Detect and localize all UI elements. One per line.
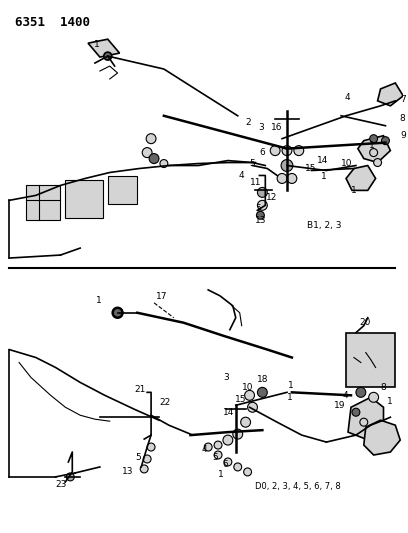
Text: 21: 21 <box>134 385 146 394</box>
Text: 20: 20 <box>359 318 370 327</box>
Circle shape <box>142 148 152 158</box>
Text: 8: 8 <box>381 383 386 392</box>
Text: 13: 13 <box>122 467 133 477</box>
Polygon shape <box>348 397 384 439</box>
Text: 19: 19 <box>334 401 346 410</box>
Text: 4: 4 <box>239 171 244 180</box>
Circle shape <box>282 146 292 156</box>
Bar <box>108 176 137 204</box>
Circle shape <box>257 188 267 197</box>
Circle shape <box>233 429 243 439</box>
Text: 6: 6 <box>222 461 228 470</box>
Text: 3: 3 <box>223 373 229 382</box>
Text: 2: 2 <box>246 118 251 127</box>
Circle shape <box>287 173 297 183</box>
Circle shape <box>223 435 233 445</box>
Circle shape <box>244 468 251 476</box>
Circle shape <box>204 443 212 451</box>
Circle shape <box>143 455 151 463</box>
Text: 3: 3 <box>258 123 264 132</box>
Text: 4: 4 <box>201 445 207 454</box>
Circle shape <box>270 146 280 156</box>
Bar <box>65 181 103 218</box>
Bar <box>26 185 60 220</box>
Circle shape <box>113 308 122 318</box>
Text: B1, 2, 3: B1, 2, 3 <box>307 221 341 230</box>
Text: 1: 1 <box>218 471 224 479</box>
Text: 13: 13 <box>255 216 266 225</box>
Circle shape <box>147 443 155 451</box>
Circle shape <box>234 463 242 471</box>
Text: 11: 11 <box>250 178 261 187</box>
Circle shape <box>356 387 366 397</box>
Circle shape <box>224 458 232 466</box>
Text: 4: 4 <box>344 93 350 102</box>
Text: 6351  1400: 6351 1400 <box>15 17 90 29</box>
Circle shape <box>104 52 112 60</box>
Text: 14: 14 <box>317 156 328 165</box>
Circle shape <box>245 390 255 400</box>
Text: 14: 14 <box>223 408 234 417</box>
Text: 1: 1 <box>96 296 102 305</box>
Circle shape <box>241 417 251 427</box>
Circle shape <box>140 465 148 473</box>
Text: 10: 10 <box>242 383 253 392</box>
Circle shape <box>277 173 287 183</box>
Text: 18: 18 <box>257 375 269 384</box>
Text: 12: 12 <box>266 193 278 202</box>
Text: 15: 15 <box>305 164 316 173</box>
Circle shape <box>149 154 159 164</box>
Circle shape <box>214 441 222 449</box>
Circle shape <box>381 136 389 144</box>
Text: 15: 15 <box>235 395 246 404</box>
Text: 5: 5 <box>135 453 141 462</box>
Text: 5: 5 <box>212 453 218 462</box>
Circle shape <box>214 451 222 459</box>
Text: 10: 10 <box>341 159 353 168</box>
Circle shape <box>374 158 381 166</box>
Polygon shape <box>364 420 400 455</box>
Polygon shape <box>377 83 403 106</box>
Text: 1: 1 <box>369 141 375 150</box>
Polygon shape <box>358 136 390 163</box>
Circle shape <box>294 146 304 156</box>
Text: 4: 4 <box>342 391 348 400</box>
Circle shape <box>352 408 360 416</box>
Text: 9: 9 <box>400 131 406 140</box>
Circle shape <box>160 159 168 167</box>
Text: 6: 6 <box>259 148 265 157</box>
Text: 8: 8 <box>399 114 405 123</box>
Circle shape <box>248 402 257 412</box>
Text: 1: 1 <box>388 397 393 406</box>
Circle shape <box>257 387 267 397</box>
Circle shape <box>67 473 74 481</box>
Circle shape <box>257 200 267 211</box>
Text: 5: 5 <box>255 204 261 213</box>
Circle shape <box>257 211 264 219</box>
Circle shape <box>370 135 377 143</box>
Polygon shape <box>346 166 376 190</box>
Text: 7: 7 <box>400 95 406 104</box>
Text: D0, 2, 3, 4, 5, 6, 7, 8: D0, 2, 3, 4, 5, 6, 7, 8 <box>255 482 341 491</box>
Text: 23: 23 <box>55 480 67 489</box>
Text: 17: 17 <box>156 292 168 301</box>
Text: 22: 22 <box>159 398 170 407</box>
Bar <box>346 333 395 387</box>
Circle shape <box>146 134 156 144</box>
Circle shape <box>281 159 293 172</box>
Text: 1: 1 <box>287 393 293 402</box>
Text: 1: 1 <box>351 186 357 195</box>
Text: 5: 5 <box>250 159 255 168</box>
Circle shape <box>369 392 379 402</box>
Text: 1: 1 <box>322 172 327 181</box>
Circle shape <box>370 149 377 157</box>
Text: 1: 1 <box>94 39 100 49</box>
Circle shape <box>360 418 368 426</box>
Text: 1: 1 <box>288 381 294 390</box>
Polygon shape <box>88 39 120 57</box>
Text: 16: 16 <box>271 123 283 132</box>
